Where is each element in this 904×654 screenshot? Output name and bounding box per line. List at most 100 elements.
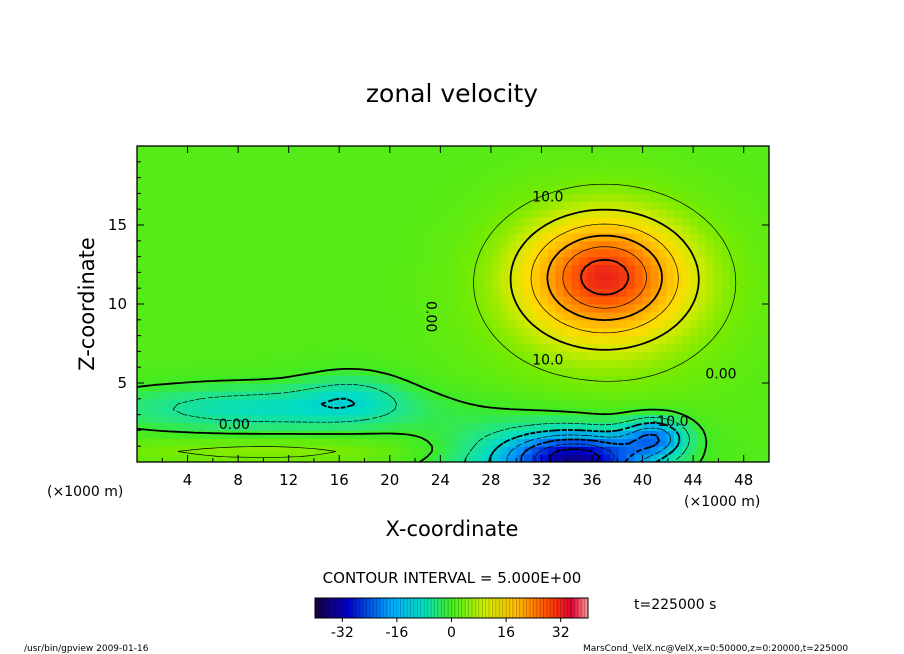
heat-cell	[705, 256, 715, 266]
heat-cell	[358, 304, 367, 313]
heat-cell	[705, 406, 715, 416]
heat-cell	[697, 272, 707, 281]
heat-cell	[208, 359, 217, 368]
heat-cell	[200, 240, 209, 250]
heat-cell	[729, 304, 738, 313]
heat-cell	[342, 359, 351, 368]
heat-cell	[642, 232, 652, 242]
heat-cell	[247, 264, 257, 273]
heat-cell	[381, 311, 391, 321]
heat-cell	[279, 383, 288, 392]
heat-cell	[310, 414, 320, 424]
heat-cell	[682, 161, 691, 171]
heat-cell	[350, 343, 359, 352]
heat-cell	[231, 280, 241, 289]
heat-cell	[729, 264, 738, 273]
heat-cell	[674, 351, 683, 360]
heat-cell	[532, 169, 541, 179]
heat-cell	[682, 335, 691, 345]
heat-cell	[279, 272, 288, 281]
heat-cell	[381, 264, 391, 273]
heat-cell	[200, 248, 209, 258]
heat-cell	[579, 296, 588, 305]
heat-cell	[532, 390, 541, 400]
heat-cell	[642, 311, 652, 321]
heat-cell	[445, 232, 454, 242]
heat-cell	[279, 264, 288, 273]
heat-cell	[413, 359, 422, 368]
heat-cell	[516, 225, 525, 234]
heat-cell	[532, 177, 541, 187]
heat-cell	[453, 422, 462, 431]
heat-cell	[753, 248, 762, 258]
heat-cell	[152, 248, 162, 258]
heat-cell	[468, 161, 478, 171]
heat-cell	[516, 438, 525, 447]
heat-cell	[295, 264, 304, 273]
heat-cell	[729, 406, 738, 416]
heat-cell	[437, 209, 446, 218]
heat-cell	[152, 319, 162, 329]
heat-cell	[745, 446, 754, 455]
heat-cell	[310, 248, 320, 258]
heat-cell	[152, 406, 162, 416]
heat-cell	[658, 422, 667, 431]
heat-cell	[524, 232, 533, 242]
heat-cell	[579, 375, 588, 384]
heat-cell	[555, 335, 565, 345]
heat-cell	[508, 454, 517, 462]
heat-cell	[634, 383, 644, 392]
heat-cell	[468, 288, 478, 297]
heat-cell	[721, 209, 731, 218]
heat-cell	[642, 319, 652, 329]
heat-cell	[500, 264, 509, 273]
heat-cell	[705, 351, 715, 360]
heat-cell	[666, 304, 675, 313]
heat-cell	[721, 430, 731, 439]
heat-cell	[445, 201, 454, 210]
heat-cell	[674, 390, 683, 400]
heat-cell	[445, 343, 454, 352]
heat-cell	[674, 383, 683, 392]
heat-cell	[255, 146, 264, 155]
heat-cell	[547, 248, 557, 258]
heat-cell	[200, 296, 209, 305]
heat-cell	[247, 248, 257, 258]
heat-cell	[642, 398, 652, 408]
heat-cell	[263, 193, 272, 202]
heat-cell	[737, 367, 746, 376]
heat-cell	[152, 422, 162, 431]
heat-cell	[611, 351, 620, 360]
heat-cell	[445, 438, 454, 447]
x-tick-label: 8	[233, 471, 243, 489]
heat-cell	[437, 248, 446, 258]
heat-cell	[342, 256, 351, 266]
heat-cell	[413, 153, 422, 163]
heat-cell	[666, 240, 675, 250]
heat-cell	[358, 446, 367, 455]
heat-cell	[611, 161, 620, 171]
heat-cell	[310, 406, 320, 416]
heat-cell	[539, 351, 549, 360]
heat-cell	[263, 256, 272, 266]
heat-cell	[263, 398, 272, 408]
heat-cell	[445, 169, 454, 179]
heat-cell	[176, 304, 185, 313]
heat-cell	[626, 359, 636, 368]
heat-cell	[421, 280, 430, 289]
heat-cell	[160, 304, 170, 313]
heat-cell	[350, 161, 359, 171]
heat-cell	[603, 225, 612, 234]
heat-cell	[595, 153, 604, 163]
heat-cell	[184, 288, 193, 297]
heat-cell	[753, 185, 762, 194]
heat-cell	[753, 406, 762, 416]
heat-cell	[334, 256, 343, 266]
heat-cell	[302, 240, 312, 250]
heat-cell	[666, 169, 675, 179]
heat-cell	[200, 390, 209, 400]
heat-cell	[326, 367, 336, 376]
heat-cell	[318, 438, 328, 447]
heat-cell	[492, 296, 501, 305]
heat-cell	[603, 169, 612, 179]
